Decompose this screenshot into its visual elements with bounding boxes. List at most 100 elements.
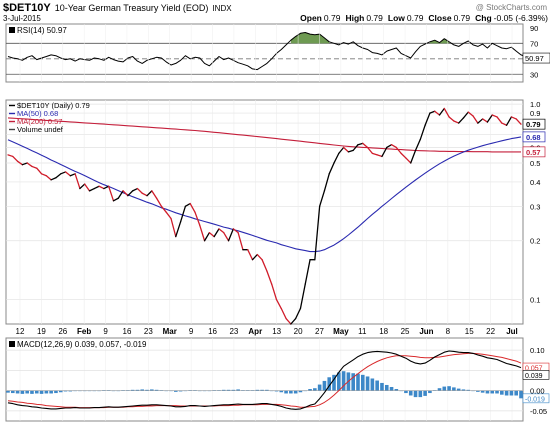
price-line-segment [84,183,91,192]
price-y-tick: 0.5 [530,159,540,168]
price-legend-item: MA(50) 0.68 [17,109,58,118]
macd-histogram-bar [495,390,499,394]
price-line-segment [443,107,450,118]
price-line-segment [362,142,369,149]
macd-histogram-bar [25,390,29,394]
price-panel-frame [5,99,524,325]
price-line-segment [366,146,374,155]
price-y-tick: 1.0 [530,100,540,109]
price-line-segment [429,110,436,114]
price-line-segment [357,142,364,146]
macd-legend-swatch [9,341,15,347]
macd-histogram-bar [476,390,480,392]
macd-signal-line [7,352,522,409]
price-line-segment [184,202,191,207]
macd-histogram-bar [255,389,260,391]
price-line-segment [328,162,335,175]
price-line-segment [338,146,345,155]
macd-histogram-bar [265,389,269,391]
price-line-segment [448,116,455,122]
date-axis-tick: 19 [37,327,46,336]
macd-histogram-bar [298,390,303,393]
price-line-segment [64,171,71,177]
price-line-segment [122,190,129,197]
price-line-segment [175,221,182,238]
macd-histogram-bar [54,390,58,394]
price-line-segment [36,167,43,175]
macd-histogram-bar [15,390,20,394]
date-axis-tick: 25 [401,327,410,336]
macd-histogram-bar [140,389,145,391]
price-line-segment [275,298,282,310]
price-line-segment [290,317,297,325]
price-line-segment [117,190,124,199]
price-line-segment [7,154,14,158]
date-axis-tick: Jul [506,327,518,336]
price-line-segment [50,177,57,181]
price-line-segment [386,144,393,149]
macd-histogram-bar [360,374,365,391]
price-line-segment [251,253,258,261]
exchange-label: INDX [212,4,232,13]
price-line-segment [203,232,211,242]
price-last-value-label: 0.79 [526,120,541,129]
price-line-segment [141,192,148,197]
price-line-segment [314,205,321,261]
macd-histogram-bar [226,389,231,391]
price-line-segment [323,173,330,192]
ma50-last-value-label: 0.68 [526,133,541,142]
rsi-panel-frame [5,23,524,83]
macd-last-box [522,370,550,380]
symbol-title: $DET10Y 10-Year German Treasury Yield (EO… [3,2,232,14]
rsi-last-value-box [522,52,550,64]
price-line-segment [45,175,52,181]
price-line-segment [424,112,431,126]
macd-histogram-bar [154,389,159,391]
symbol-description: 10-Year German Treasury Yield (EOD) [55,3,209,13]
macd-last-label: 0.039 [525,373,543,380]
price-line-segment [510,116,517,120]
macd-histogram-bar [135,389,140,391]
price-y-tick: 0.9 [530,109,540,118]
macd-histogram-bar [413,390,418,398]
macd-histogram-bar [447,386,451,391]
date-axis-tick: 23 [229,327,238,336]
rsi-last-value-label: 50.97 [525,54,544,63]
price-line-segment [458,117,465,124]
macd-histogram-bar [375,380,379,391]
macd-histogram-bar [34,390,39,394]
price-line-segment [410,149,417,164]
macd-y-tick: -0.05 [530,407,547,416]
price-y-tick: 0.4 [530,178,540,187]
macd-histogram-bar [39,390,44,394]
macd-histogram-bar [461,389,466,391]
macd-histogram-bar [389,386,394,391]
date-label: 3-Jul-2015 [3,14,41,23]
macd-line [7,350,522,410]
high-value: 0.79 [366,13,383,23]
macd-histogram-bar [490,390,495,394]
macd-y-tick: 0.00 [530,387,545,396]
price-line-segment [299,283,306,310]
date-axis-tick: 8 [446,327,451,336]
date-axis-tick: 16 [208,327,217,336]
price-line-segment [146,190,153,197]
macd-histogram-bar [365,376,370,391]
price-line-segment [496,116,503,124]
macd-histogram-bar [327,377,332,391]
price-y-tick: 0.1 [530,296,540,305]
macd-histogram-last-label: -0.019 [525,396,545,403]
price-line-segment [132,187,139,192]
price-line-segment [405,157,412,164]
price-line-segment [434,110,441,116]
high-label: High [345,13,364,23]
macd-histogram-bar [236,389,240,391]
date-axis-tick: 9 [103,327,108,336]
price-line-segment [472,115,479,124]
open-label: Open [300,13,322,23]
macd-histogram-bar [231,389,236,391]
price-line-segment [40,173,48,177]
macd-histogram-bar [20,390,25,394]
macd-legend: MACD(12,26,9) 0.039, 0.057, -0.019 [17,340,147,349]
